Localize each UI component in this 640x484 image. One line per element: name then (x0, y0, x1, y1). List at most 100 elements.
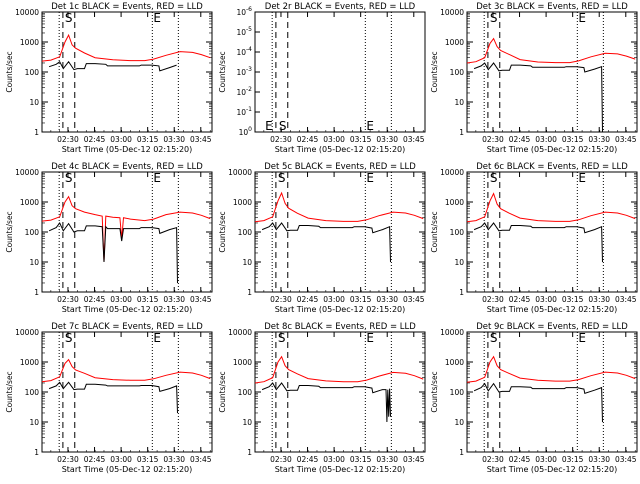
y-axis-label: Counts/sec (5, 371, 14, 412)
y-tick-label: 100 (238, 388, 253, 397)
y-tick-label: 10000 (228, 328, 252, 337)
series-line (473, 222, 603, 263)
x-tick-label: 03:15 (137, 135, 159, 144)
x-tick-label: 03:30 (163, 295, 185, 304)
marker-letter: E (578, 171, 586, 185)
plot-frame (41, 331, 213, 453)
y-tick-label: 1000 (445, 358, 464, 367)
panel-title: Det 2r BLACK = Events, RED = LLD (265, 2, 416, 12)
x-axis-label: Start Time (05-Dec-12 02:15:20) (62, 305, 193, 314)
y-tick-label: 1000 (20, 198, 39, 207)
x-tick-label: 03:15 (350, 135, 372, 144)
x-tick-label: 03:00 (110, 295, 132, 304)
marker-letter: E (366, 331, 374, 345)
x-tick-label: 02:30 (270, 135, 292, 144)
panel-title: Det 8c BLACK = Events, RED = LLD (264, 322, 416, 332)
y-tick-label: 10000 (440, 328, 464, 337)
x-tick-label: 02:30 (270, 295, 292, 304)
marker-letter: S (65, 11, 73, 25)
y-tick-label: 100 (25, 228, 40, 237)
y-tick-label: 10-2 (236, 86, 252, 97)
y-tick-label: 10000 (440, 8, 464, 17)
x-tick-label: 03:00 (110, 455, 132, 464)
detector-panel: Det 8c BLACK = Events, RED = LLD 02:30 02:… (218, 322, 426, 474)
x-tick-label: 03:00 (323, 295, 345, 304)
marker-letter: E (578, 331, 586, 345)
y-axis-label: Counts/sec (5, 51, 14, 92)
x-axis-label: Start Time (05-Dec-12 02:15:20) (487, 145, 618, 154)
y-tick-label: 1 (459, 448, 464, 457)
x-tick-label: 03:15 (350, 455, 372, 464)
detector-panel: Det 6c BLACK = Events, RED = LLD 02:30 02:… (430, 162, 638, 314)
plot-frame (254, 11, 426, 133)
x-tick-label: 02:45 (297, 295, 319, 304)
x-axis-label: Start Time (05-Dec-12 02:15:20) (487, 305, 618, 314)
y-tick-label: 1000 (233, 198, 252, 207)
plot-frame (41, 171, 213, 293)
y-tick-label: 10 (29, 418, 39, 427)
x-tick-label: 03:45 (403, 455, 425, 464)
x-tick-label: 03:00 (323, 455, 345, 464)
marker-letter: E (153, 331, 161, 345)
x-tick-label: 03:30 (376, 295, 398, 304)
panel-title: Det 1c BLACK = Events, RED = LLD (51, 2, 203, 12)
marker-letter: S (279, 119, 287, 133)
x-tick-label: 03:00 (323, 135, 345, 144)
panel-title: Det 5c BLACK = Events, RED = LLD (264, 162, 416, 172)
y-tick-label: 100 (450, 68, 465, 77)
y-tick-label: 1 (34, 288, 39, 297)
y-tick-label: 100 (25, 68, 40, 77)
y-tick-label: 1 (34, 448, 39, 457)
y-tick-label: 10 (454, 98, 464, 107)
detector-panel: Det 9c BLACK = Events, RED = LLD 02:30 02:… (430, 322, 638, 474)
panel-title: Det 3c BLACK = Events, RED = LLD (476, 2, 628, 12)
x-tick-label: 03:30 (376, 455, 398, 464)
series-line (41, 33, 211, 62)
y-axis-label: Counts/sec (218, 211, 227, 252)
y-axis-label: Counts/sec (430, 51, 439, 92)
plot-frame (254, 171, 426, 293)
x-tick-label: 03:30 (588, 295, 610, 304)
x-tick-label: 03:15 (562, 295, 584, 304)
y-tick-label: 10 (29, 98, 39, 107)
y-tick-label: 1000 (20, 358, 39, 367)
y-tick-label: 10-3 (236, 66, 252, 77)
x-tick-label: 03:45 (615, 455, 637, 464)
x-tick-label: 03:15 (137, 295, 159, 304)
y-tick-label: 1000 (445, 198, 464, 207)
y-tick-label: 1000 (233, 358, 252, 367)
y-axis-label: Counts/sec (5, 211, 14, 252)
x-tick-label: 02:30 (482, 295, 504, 304)
x-tick-label: 03:30 (588, 455, 610, 464)
y-tick-label: 10-4 (236, 46, 252, 57)
y-tick-label: 10000 (440, 168, 464, 177)
series-line (48, 60, 177, 72)
series-line (473, 382, 603, 423)
x-tick-label: 02:45 (297, 135, 319, 144)
detector-panel: Det 5c BLACK = Events, RED = LLD 02:30 02:… (218, 162, 426, 314)
series-line (261, 382, 391, 423)
plot-frame (466, 171, 638, 293)
x-tick-label: 03:00 (110, 135, 132, 144)
detector-panel: Det 4c BLACK = Events, RED = LLD 02:30 02:… (5, 162, 213, 314)
series-line (466, 355, 636, 383)
panel-title: Det 9c BLACK = Events, RED = LLD (476, 322, 628, 332)
y-tick-label: 10000 (15, 8, 39, 17)
x-tick-label: 03:00 (535, 295, 557, 304)
y-tick-label: 100 (450, 228, 465, 237)
y-axis-label: Counts/sec (218, 371, 227, 412)
x-tick-label: 03:30 (376, 135, 398, 144)
detector-panel: Det 7c BLACK = Events, RED = LLD 02:30 02:… (5, 322, 213, 474)
y-tick-label: 1 (459, 128, 464, 137)
marker-letter: E (578, 11, 586, 25)
x-axis-label: Start Time (05-Dec-12 02:15:20) (275, 305, 406, 314)
x-axis-label: Start Time (05-Dec-12 02:15:20) (275, 465, 406, 474)
plot-frame (41, 11, 213, 133)
y-tick-label: 100 (238, 228, 253, 237)
series-line (48, 381, 178, 414)
x-tick-label: 02:45 (509, 135, 531, 144)
y-tick-label: 100 (450, 388, 465, 397)
x-tick-label: 03:00 (535, 135, 557, 144)
y-tick-label: 10 (242, 418, 252, 427)
